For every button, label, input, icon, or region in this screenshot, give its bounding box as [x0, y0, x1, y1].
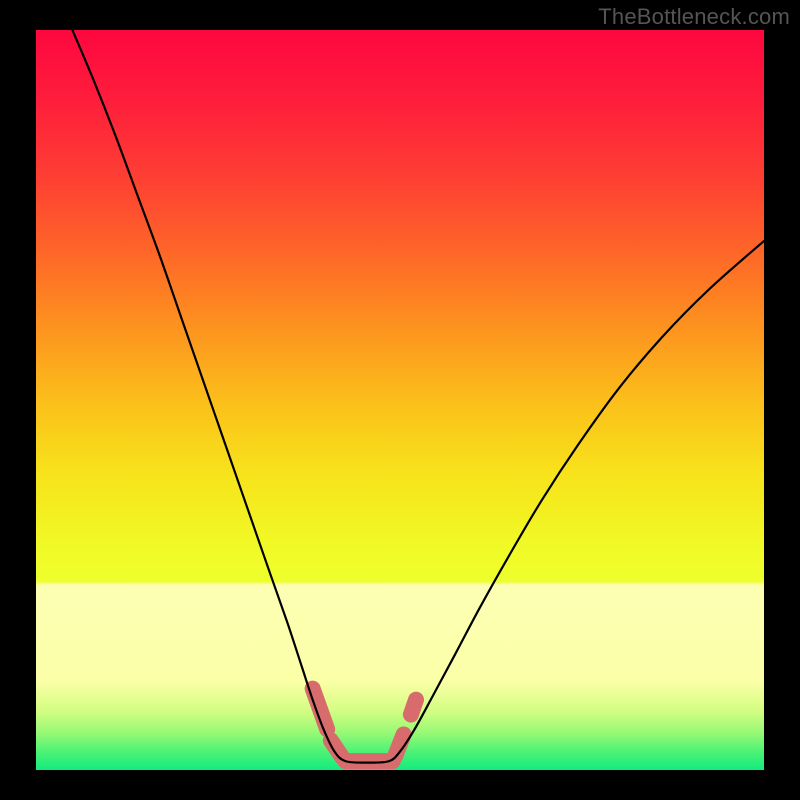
watermark-text: TheBottleneck.com [598, 4, 790, 30]
chart-stage: TheBottleneck.com [0, 0, 800, 800]
plot-area [36, 30, 764, 770]
plot-svg [36, 30, 764, 770]
plot-background [36, 30, 764, 770]
